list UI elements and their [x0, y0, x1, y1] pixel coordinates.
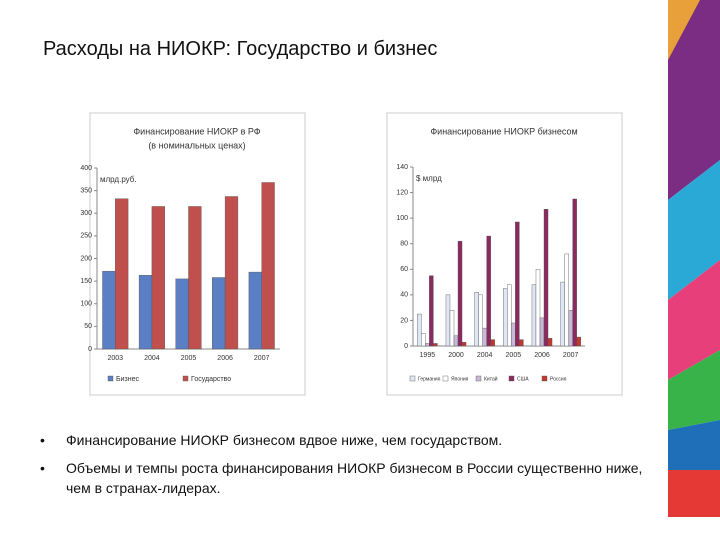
- x-tick-label: 2000: [448, 352, 464, 359]
- y-tick-label: 100: [80, 301, 92, 308]
- x-tick-label: 2003: [108, 355, 124, 362]
- y-tick-label: 0: [88, 346, 92, 353]
- bar: [568, 310, 573, 347]
- legend-swatch: [182, 375, 189, 382]
- bar: [248, 271, 262, 350]
- x-tick-label: 2007: [254, 355, 270, 362]
- y-tick-label: 300: [80, 210, 92, 217]
- bar: [503, 288, 508, 347]
- bar: [531, 284, 537, 347]
- bar: [449, 310, 455, 347]
- bar: [429, 275, 434, 347]
- chart-title: Финансирование НИОКР бизнесом: [430, 126, 577, 136]
- legend-swatch: [409, 375, 416, 382]
- chart-title: Финансирование НИОКР в РФ: [133, 126, 260, 136]
- slide-title: Расходы на НИОКР: Государство и бизнес: [43, 38, 438, 60]
- bullet: Финансирование НИОКР бизнесом вдвое ниже…: [40, 430, 660, 450]
- x-tick-label: 2004: [477, 352, 493, 359]
- bar: [261, 182, 275, 350]
- y-tick-label: 40: [400, 292, 408, 299]
- legend-label: Япония: [451, 376, 469, 382]
- bar: [511, 322, 516, 347]
- legend-swatch: [442, 375, 449, 382]
- bar: [539, 317, 545, 347]
- bullet-list: Финансирование НИОКР бизнесом вдвое ниже…: [40, 430, 660, 506]
- y-tick-label: 80: [400, 241, 408, 248]
- bar: [433, 343, 438, 347]
- y-tick-label: 150: [80, 278, 92, 285]
- bar: [486, 235, 491, 347]
- legend-label: Китай: [484, 375, 498, 382]
- bar: [564, 253, 569, 347]
- bar: [453, 335, 459, 347]
- bar: [507, 284, 512, 347]
- bar: [478, 294, 483, 347]
- x-tick-label: 1995: [420, 352, 436, 359]
- legend-swatch: [508, 375, 515, 382]
- bar: [445, 294, 451, 347]
- bar: [417, 313, 422, 347]
- legend-swatch: [541, 375, 548, 382]
- bar: [576, 336, 581, 347]
- x-tick-label: 2005: [506, 352, 522, 359]
- bar: [560, 281, 565, 347]
- bar: [457, 240, 463, 347]
- bar: [175, 278, 189, 350]
- y-tick-label: 350: [80, 187, 92, 194]
- bar: [138, 275, 153, 350]
- y-tick-label: 20: [400, 317, 408, 324]
- bar: [535, 269, 541, 347]
- legend-label: Бизнес: [116, 376, 139, 383]
- y-tick-label: 0: [404, 343, 408, 350]
- y-tick-label: 100: [396, 215, 408, 222]
- bar: [490, 339, 495, 347]
- bar: [102, 270, 116, 350]
- y-tick-label: 250: [80, 233, 92, 240]
- bar: [461, 341, 467, 347]
- legend-label: Германия: [418, 376, 441, 382]
- x-tick-label: 2006: [217, 355, 233, 362]
- bar: [519, 339, 524, 347]
- bar: [474, 292, 479, 347]
- y-tick-label: 200: [80, 255, 92, 262]
- y-tick-label: 140: [396, 164, 408, 171]
- bar: [572, 198, 577, 347]
- y-tick-label: 50: [84, 323, 92, 330]
- bar: [515, 221, 520, 347]
- bullet: Объемы и темпы роста финансирования НИОК…: [40, 458, 660, 498]
- bar: [482, 327, 487, 347]
- bar: [151, 206, 165, 350]
- x-tick-label: 2005: [181, 355, 197, 362]
- bar: [547, 338, 553, 347]
- y-tick-label: 400: [80, 165, 92, 172]
- x-tick-label: 2006: [534, 352, 550, 359]
- chart-subtitle: (в номинальных ценах): [148, 140, 245, 150]
- bar: [543, 208, 549, 347]
- legend-swatch: [107, 375, 114, 382]
- bar: [115, 198, 129, 350]
- x-tick-label: 2004: [144, 355, 160, 362]
- bar: [212, 277, 226, 350]
- bar: [425, 343, 430, 347]
- bar: [224, 196, 239, 350]
- y-tick-label: 120: [396, 189, 408, 196]
- y-tick-label: 60: [400, 266, 408, 273]
- legend-label: Россия: [550, 376, 567, 382]
- bar: [188, 206, 202, 350]
- y-axis-label: $ млрд: [416, 174, 442, 183]
- x-tick-label: 2007: [563, 352, 579, 359]
- y-axis-label: млрд.руб.: [100, 175, 137, 184]
- legend-swatch: [475, 375, 482, 382]
- legend-label: Государство: [191, 376, 231, 383]
- bar: [421, 333, 426, 347]
- legend-label: США: [517, 376, 529, 382]
